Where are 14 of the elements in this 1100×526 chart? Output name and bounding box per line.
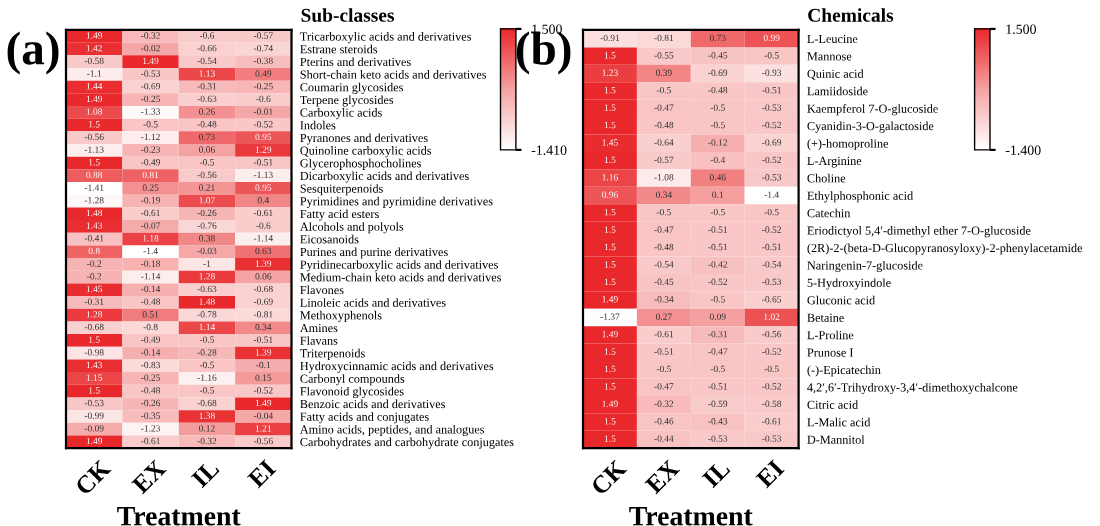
x-tick-label: EX bbox=[131, 458, 167, 495]
chart-title: (b) bbox=[516, 31, 571, 75]
x-tick-label: CK bbox=[590, 458, 628, 496]
x-tick-label: EX bbox=[644, 458, 681, 495]
x-tick-label: IL bbox=[190, 459, 220, 489]
chart-title: (a) bbox=[7, 31, 59, 75]
x-tick-label: EI bbox=[755, 459, 785, 489]
x-axis-title: Treatment bbox=[117, 507, 241, 526]
y-axis-title: Sub-classes bbox=[301, 8, 395, 22]
y-axis-title: Chemicals bbox=[808, 8, 894, 22]
x-tick-label: CK bbox=[74, 458, 112, 496]
x-tick-label: EI bbox=[246, 459, 277, 489]
x-axis-title: Treatment bbox=[629, 507, 753, 526]
x-tick-label: IL bbox=[701, 459, 731, 489]
